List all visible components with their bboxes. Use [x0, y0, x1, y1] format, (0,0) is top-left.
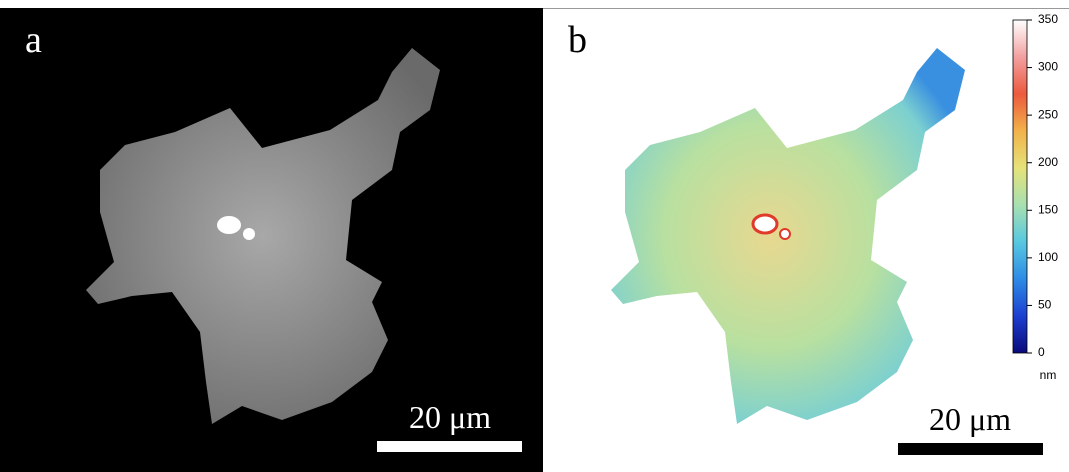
- tick-label: 100: [1038, 250, 1058, 264]
- tick-label: 350: [1038, 12, 1058, 26]
- figure: a 20 μm b 20 μm nm 0 50 100 150 200 250 300 350: [0, 0, 1069, 472]
- tick-label: 250: [1038, 107, 1058, 121]
- bright-spot: [243, 228, 255, 240]
- tick-label: 150: [1038, 202, 1058, 216]
- bright-spot: [753, 215, 777, 233]
- scale-bar: [898, 443, 1043, 455]
- tick-label: 50: [1038, 298, 1052, 312]
- bright-spot: [217, 216, 241, 234]
- colorbar-unit: nm: [1040, 368, 1057, 382]
- panel-label: a: [25, 19, 42, 61]
- tick-label: 300: [1038, 60, 1058, 74]
- tick-label: 0: [1038, 345, 1045, 359]
- colorbar: [1013, 20, 1027, 353]
- bright-spot: [780, 229, 790, 239]
- scale-bar: [377, 441, 522, 452]
- scale-bar-label: 20 μm: [929, 401, 1011, 437]
- panel-label: b: [568, 19, 587, 61]
- scale-bar-label: 20 μm: [409, 399, 491, 435]
- tick-label: 200: [1038, 155, 1058, 169]
